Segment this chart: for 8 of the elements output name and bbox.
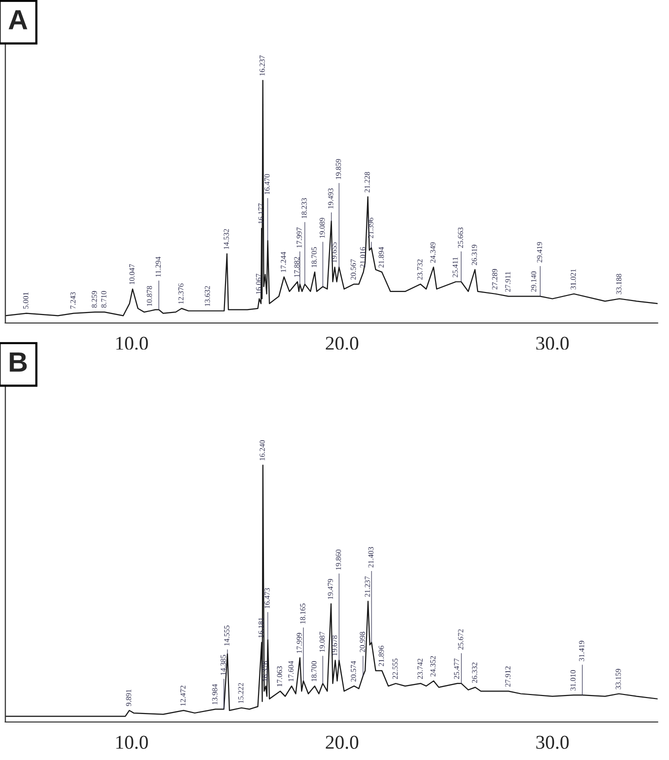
x-tick-label: 10.0 bbox=[116, 736, 148, 749]
chart-title: B bbox=[10, 352, 27, 372]
chart-title: A bbox=[8, 10, 28, 30]
x-tick-label: 20.0 bbox=[326, 736, 358, 749]
x-tick-label: 20.0 bbox=[326, 336, 358, 350]
x-tick-label: 10.0 bbox=[116, 336, 148, 350]
x-tick-label: 30.0 bbox=[536, 736, 569, 749]
x-tick-label: 30.0 bbox=[536, 336, 569, 350]
